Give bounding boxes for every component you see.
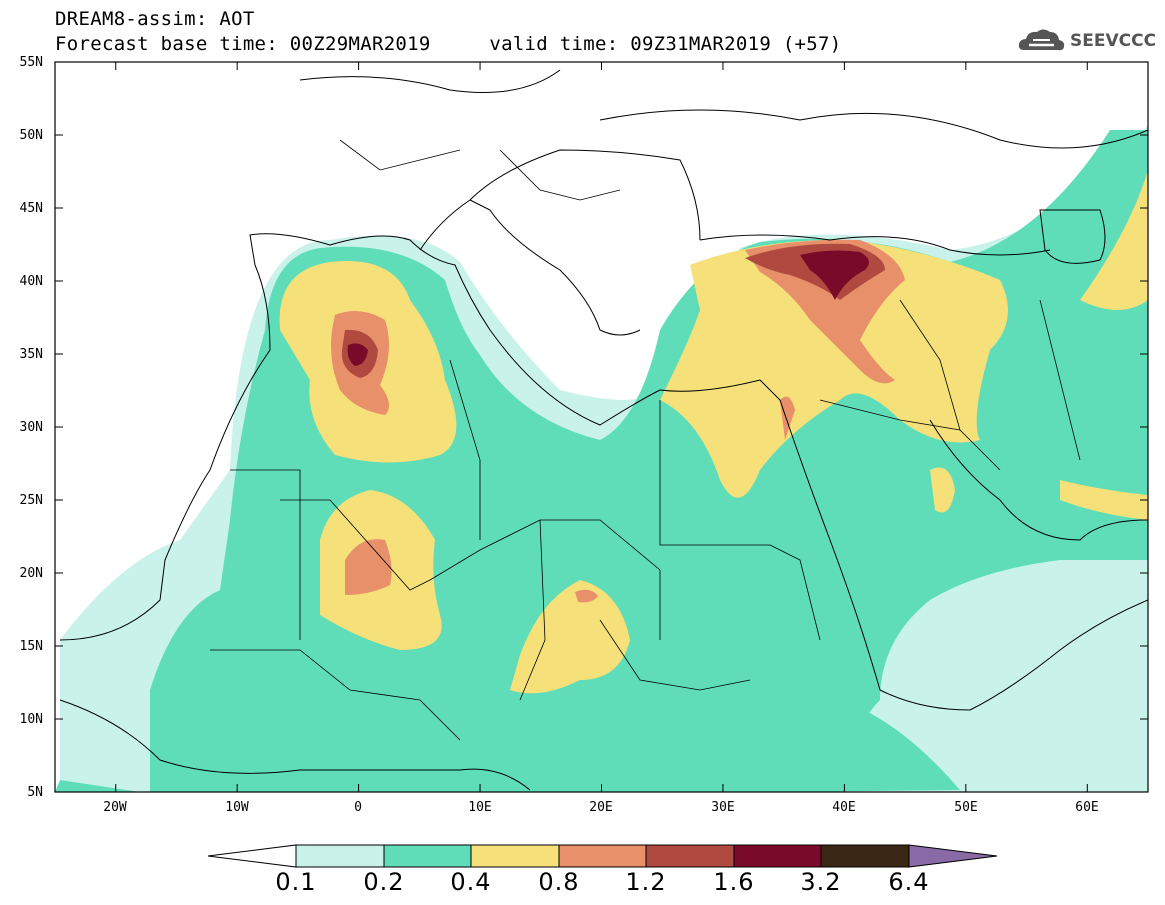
colorbar-label-0.2: 0.2	[363, 868, 405, 896]
lon-label-40e: 40E	[832, 800, 856, 815]
axis-ticks	[55, 61, 1148, 793]
country-borders	[210, 139, 1081, 741]
colorbar-label-1.6: 1.6	[713, 868, 755, 896]
aot-level-6	[347, 250, 869, 366]
colorbar-label-3.2: 3.2	[800, 868, 842, 896]
lat-label-30n: 30N	[19, 420, 43, 435]
lon-label-20w: 20W	[103, 800, 127, 815]
lat-label-35n: 35N	[19, 347, 43, 362]
lat-label-10n: 10N	[19, 712, 43, 727]
colorbar-label-0.8: 0.8	[538, 868, 580, 896]
colorbar-label-6.4: 6.4	[888, 868, 930, 896]
lat-label-50n: 50N	[19, 128, 43, 143]
lon-label-20e: 20E	[589, 800, 613, 815]
coastlines	[59, 69, 1148, 791]
lon-label-0: 0	[354, 800, 362, 815]
cloud-logo-icon	[1018, 29, 1065, 51]
map-title: DREAM8-assim: AOT	[55, 8, 255, 30]
lon-label-10e: 10E	[468, 800, 492, 815]
map-subtitle: Forecast base time: 00Z29MAR2019 valid t…	[55, 33, 842, 55]
lat-label-15n: 15N	[19, 639, 43, 654]
lat-label-20n: 20N	[19, 566, 43, 581]
lat-label-25n: 25N	[19, 493, 43, 508]
lat-label-45n: 45N	[19, 201, 43, 216]
lon-label-10w: 10W	[225, 800, 249, 815]
colorbar-label-1.2: 1.2	[625, 868, 667, 896]
lon-label-50e: 50E	[954, 800, 978, 815]
lon-label-30e: 30E	[711, 800, 735, 815]
logo-text: SEEVCCC	[1070, 31, 1157, 51]
lon-label-60e: 60E	[1075, 800, 1099, 815]
lat-label-55n: 55N	[19, 55, 43, 70]
aot-level-3	[279, 170, 1148, 694]
colorbar-label-0.4: 0.4	[450, 868, 492, 896]
lat-label-5n: 5N	[27, 785, 43, 800]
lat-label-40n: 40N	[19, 274, 43, 289]
colorbar-label-0.1: 0.1	[275, 868, 317, 896]
